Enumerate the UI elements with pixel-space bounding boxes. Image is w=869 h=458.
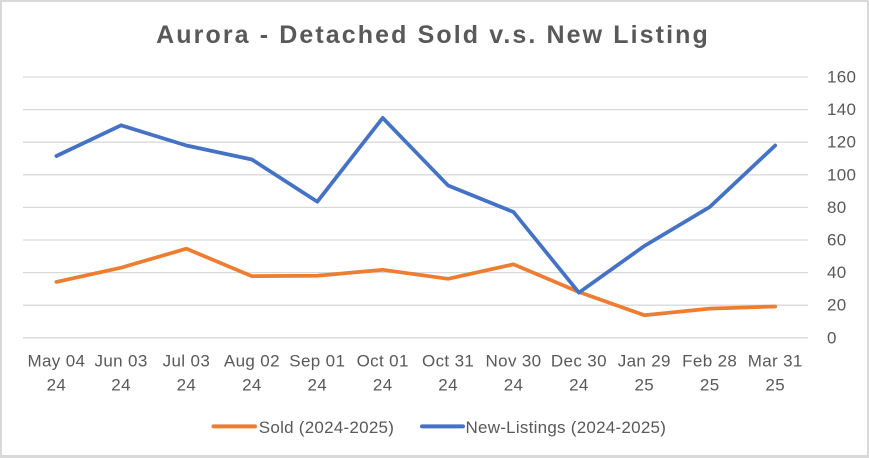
svg-text:Feb 28: Feb 28 [682,352,737,371]
svg-text:24: 24 [47,376,67,395]
svg-text:25: 25 [700,376,720,395]
svg-text:0: 0 [827,328,837,347]
svg-text:24: 24 [307,376,327,395]
svg-text:Mar 31: Mar 31 [748,352,803,371]
svg-text:160: 160 [827,68,856,87]
svg-text:Jul 03: Jul 03 [163,352,210,371]
svg-text:80: 80 [827,198,847,217]
svg-text:24: 24 [373,376,393,395]
svg-text:Sep 01: Sep 01 [289,352,345,371]
svg-text:25: 25 [634,376,654,395]
svg-text:100: 100 [827,165,856,184]
svg-text:Dec 30: Dec 30 [551,352,607,371]
svg-text:Oct 31: Oct 31 [422,352,474,371]
svg-text:25: 25 [765,376,785,395]
svg-text:Aurora - Detached Sold v.s. Ne: Aurora - Detached Sold v.s. New Listing [156,21,710,49]
svg-text:New-Listings (2024-2025): New-Listings (2024-2025) [466,418,667,437]
svg-text:20: 20 [827,296,847,315]
svg-text:Sold (2024-2025): Sold (2024-2025) [259,418,394,437]
svg-text:24: 24 [504,376,524,395]
svg-text:Nov 30: Nov 30 [486,352,542,371]
svg-text:140: 140 [827,100,856,119]
svg-text:120: 120 [827,133,856,152]
svg-text:Aug 02: Aug 02 [224,352,280,371]
svg-text:60: 60 [827,231,847,250]
svg-text:May 04: May 04 [27,352,85,371]
svg-text:Jun 03: Jun 03 [95,352,148,371]
svg-text:24: 24 [438,376,458,395]
svg-text:24: 24 [242,376,262,395]
svg-text:40: 40 [827,263,847,282]
svg-text:24: 24 [569,376,589,395]
svg-text:Jan 29: Jan 29 [618,352,671,371]
svg-text:24: 24 [111,376,131,395]
svg-text:24: 24 [177,376,197,395]
svg-text:Oct 01: Oct 01 [357,352,409,371]
